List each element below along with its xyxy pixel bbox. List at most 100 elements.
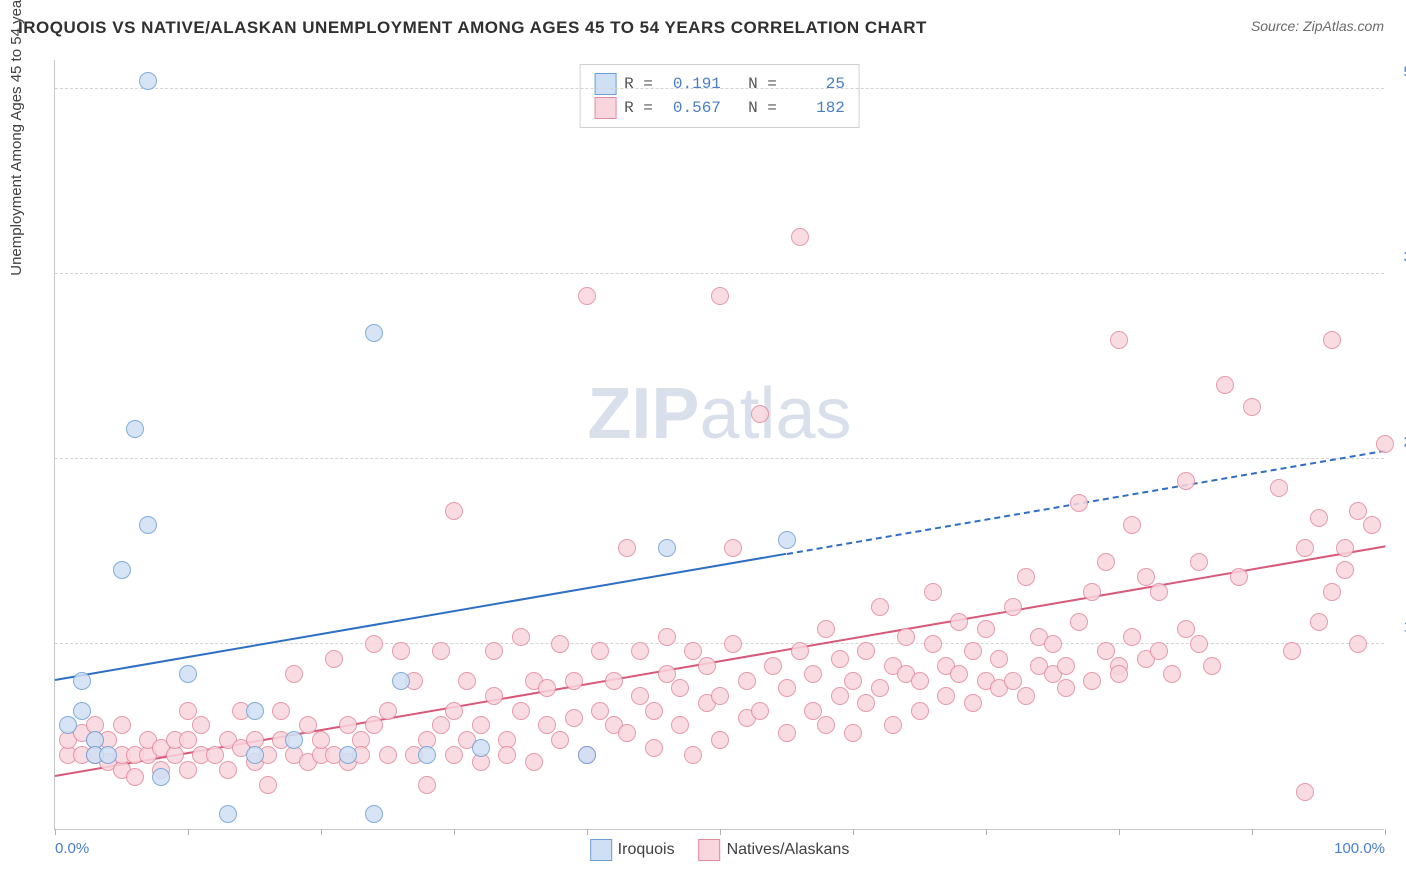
legend-item: Iroquois [590,839,675,861]
data-point [1110,665,1128,683]
data-point [1190,635,1208,653]
trend-line [55,553,787,681]
y-tick-label: 12.5% [1391,618,1406,635]
data-point [658,665,676,683]
data-point [1017,568,1035,586]
grid-line [55,88,1384,89]
data-point [778,724,796,742]
data-point [285,665,303,683]
data-point [192,716,210,734]
data-point [259,776,277,794]
x-tick [1119,829,1120,835]
data-point [631,687,649,705]
data-point [1296,783,1314,801]
data-point [1004,598,1022,616]
data-point [498,746,516,764]
data-point [591,702,609,720]
data-point [711,731,729,749]
data-point [791,228,809,246]
data-point [206,746,224,764]
watermark: ZIPatlas [587,373,851,455]
data-point [565,672,583,690]
data-point [724,539,742,557]
data-point [126,768,144,786]
data-point [618,539,636,557]
data-point [950,613,968,631]
data-point [179,731,197,749]
data-point [538,679,556,697]
data-point [1083,583,1101,601]
y-tick-label: 37.5% [1391,248,1406,265]
data-point [964,642,982,660]
y-tick-label: 50.0% [1391,63,1406,80]
data-point [884,716,902,734]
data-point [764,657,782,675]
data-point [1044,635,1062,653]
data-point [1376,435,1394,453]
data-point [339,746,357,764]
data-point [1310,613,1328,631]
data-point [325,650,343,668]
data-point [73,672,91,690]
data-point [445,746,463,764]
data-point [578,287,596,305]
scatter-plot: ZIPatlas R =0.191 N =25R =0.567 N =182 I… [54,60,1384,830]
data-point [578,746,596,764]
data-point [139,516,157,534]
data-point [485,687,503,705]
x-tick [720,829,721,835]
data-point [911,702,929,720]
data-point [871,679,889,697]
data-point [671,679,689,697]
data-point [1177,472,1195,490]
data-point [751,702,769,720]
data-point [791,642,809,660]
data-point [1057,679,1075,697]
data-point [1310,509,1328,527]
data-point [1349,502,1367,520]
data-point [312,731,330,749]
data-point [1017,687,1035,705]
data-point [645,739,663,757]
data-point [1203,657,1221,675]
data-point [645,702,663,720]
data-point [458,672,476,690]
data-point [711,287,729,305]
data-point [179,665,197,683]
data-point [432,642,450,660]
data-point [684,642,702,660]
data-point [99,746,117,764]
x-tick [55,829,56,835]
data-point [804,665,822,683]
x-tick [986,829,987,835]
data-point [631,642,649,660]
data-point [152,768,170,786]
data-point [1177,620,1195,638]
data-point [964,694,982,712]
data-point [472,716,490,734]
data-point [1150,583,1168,601]
data-point [605,672,623,690]
data-point [990,650,1008,668]
data-point [911,672,929,690]
data-point [924,583,942,601]
data-point [778,679,796,697]
data-point [219,805,237,823]
data-point [525,753,543,771]
data-point [445,502,463,520]
data-point [857,694,875,712]
data-point [285,731,303,749]
data-point [857,642,875,660]
data-point [618,724,636,742]
data-point [1296,539,1314,557]
x-tick [853,829,854,835]
data-point [1057,657,1075,675]
source-label: Source: ZipAtlas.com [1251,18,1384,34]
data-point [817,620,835,638]
data-point [1363,516,1381,534]
data-point [751,405,769,423]
legend-swatch [590,839,612,861]
data-point [59,716,77,734]
data-point [538,716,556,734]
data-point [246,746,264,764]
